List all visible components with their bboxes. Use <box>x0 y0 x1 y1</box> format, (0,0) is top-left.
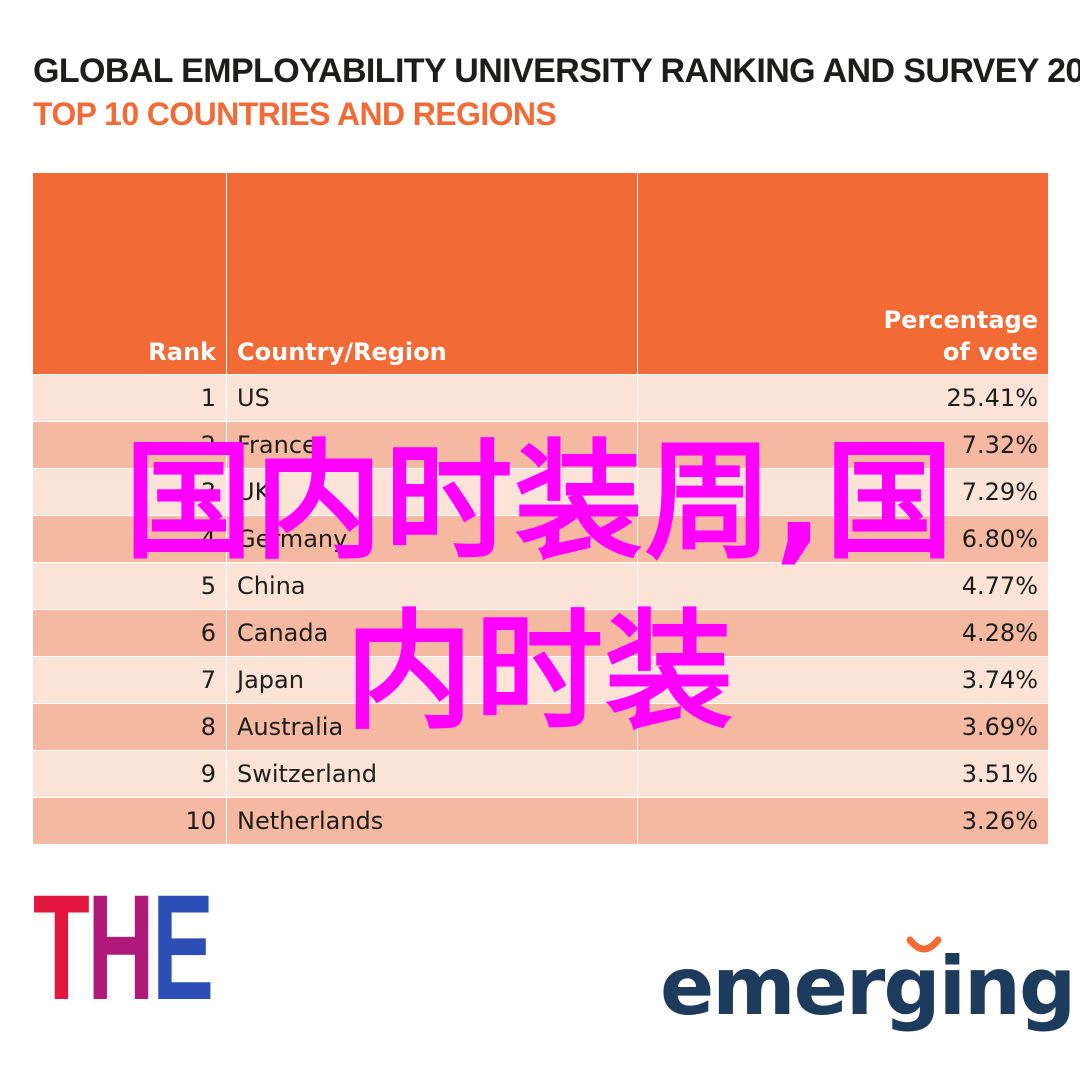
cell-country: France <box>226 421 638 469</box>
cell-country: Switzerland <box>226 750 638 798</box>
table-row: 8 Australia 3.69% <box>33 703 1048 751</box>
cell-rank: 4 <box>33 515 227 563</box>
the-logo-h: H <box>87 863 154 1031</box>
cell-country: Canada <box>226 609 638 657</box>
cell-rank: 3 <box>33 468 227 516</box>
table-row: 10 Netherlands 3.26% <box>33 797 1048 844</box>
chart-title: GLOBAL EMPLOYABILITY UNIVERSITY RANKING … <box>33 52 1080 90</box>
cell-country: US <box>226 374 638 422</box>
cell-percentage: 7.32% <box>637 421 1048 469</box>
cell-percentage: 3.74% <box>637 656 1048 704</box>
table-row: 2 France 7.32% <box>33 421 1048 469</box>
cell-percentage: 3.51% <box>637 750 1048 798</box>
table-row: 1 US 25.41% <box>33 374 1048 422</box>
cell-country: Japan <box>226 656 638 704</box>
the-logo: THE <box>33 863 214 1031</box>
the-logo-t: T <box>33 863 90 1031</box>
table-row: 9 Switzerland 3.51% <box>33 750 1048 798</box>
chart-subtitle: TOP 10 COUNTRIES AND REGIONS <box>33 96 557 132</box>
header-rank: Rank <box>33 173 227 375</box>
table-row: 4 Germany 6.80% <box>33 515 1048 563</box>
cell-percentage: 3.26% <box>637 797 1048 844</box>
emerging-smile-icon <box>906 936 942 953</box>
ranking-table: Rank Country/Region Percentage of vote 1… <box>33 173 1048 844</box>
table-row: 6 Canada 4.28% <box>33 609 1048 657</box>
cell-percentage: 6.80% <box>637 515 1048 563</box>
cell-rank: 5 <box>33 562 227 610</box>
cell-percentage: 25.41% <box>637 374 1048 422</box>
header-pct-line2: of vote <box>942 338 1038 366</box>
table-header-row: Rank Country/Region Percentage of vote <box>33 173 1048 375</box>
table-body: 1 US 25.41% 2 France 7.32% 3 UK 7.29% 4 Germany 6.8… <box>33 374 1048 844</box>
header-country-region: Country/Region <box>226 173 638 375</box>
cell-rank: 2 <box>33 421 227 469</box>
cell-percentage: 7.29% <box>637 468 1048 516</box>
cell-country: Australia <box>226 703 638 751</box>
cell-rank: 8 <box>33 703 227 751</box>
cell-percentage: 4.77% <box>637 562 1048 610</box>
cell-country: Germany <box>226 515 638 563</box>
the-logo-e: E <box>152 863 214 1031</box>
cell-rank: 1 <box>33 374 227 422</box>
cell-country: UK <box>226 468 638 516</box>
cell-rank: 6 <box>33 609 227 657</box>
header-percentage-of-vote: Percentage of vote <box>637 173 1048 375</box>
header-pct-line1: Percentage <box>883 306 1038 334</box>
table-row: 5 China 4.77% <box>33 562 1048 610</box>
cell-percentage: 3.69% <box>637 703 1048 751</box>
cell-country: Netherlands <box>226 797 638 844</box>
cell-country: China <box>226 562 638 610</box>
table-row: 3 UK 7.29% <box>33 468 1048 516</box>
table-row: 7 Japan 3.74% <box>33 656 1048 704</box>
cell-rank: 10 <box>33 797 227 844</box>
cell-rank: 7 <box>33 656 227 704</box>
cell-percentage: 4.28% <box>637 609 1048 657</box>
cell-rank: 9 <box>33 750 227 798</box>
emerging-logo: emerging <box>660 940 1076 1033</box>
